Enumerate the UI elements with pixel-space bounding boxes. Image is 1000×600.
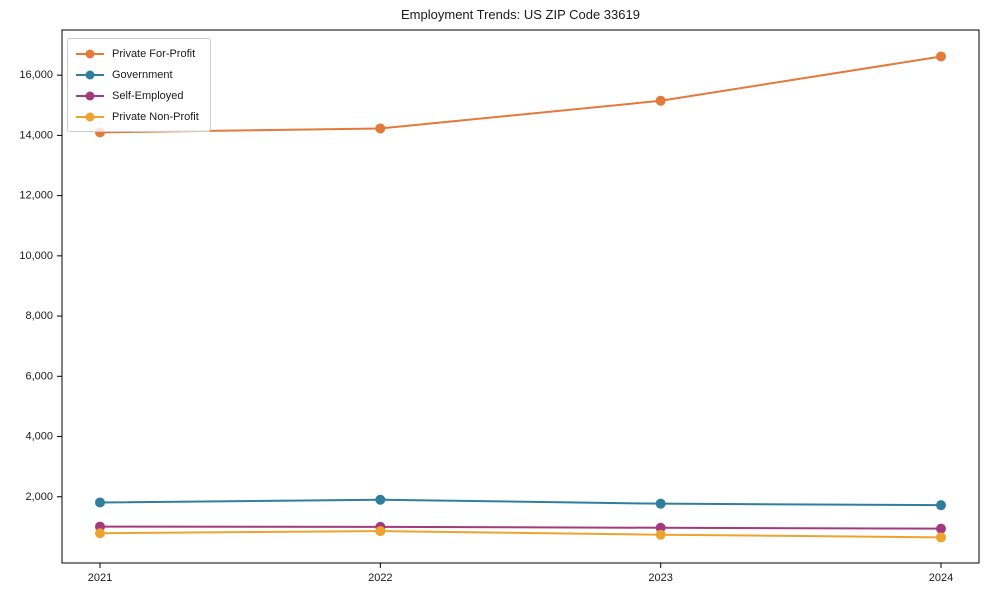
data-point-private-non-profit-2022 [375, 526, 386, 537]
y-tick-label: 16,000 [19, 69, 53, 81]
series-line-government [99, 498, 942, 507]
legend-item-private-for-profit: Private For-Profit [76, 45, 199, 62]
legend-swatch-marker [85, 49, 95, 58]
y-tick-label: 10,000 [19, 250, 53, 262]
legend-item-government: Government [76, 66, 199, 83]
y-tick-label: 12,000 [19, 190, 53, 202]
data-point-self-employed-2023 [655, 522, 666, 533]
y-tick-label: 6,000 [25, 370, 53, 382]
data-point-government-2023 [655, 498, 666, 509]
legend-swatch-private-for-profit [76, 49, 104, 58]
legend-label: Self-Employed [112, 89, 184, 102]
data-point-private-for-profit-2022 [375, 123, 386, 134]
y-tick-label: 8,000 [25, 310, 53, 322]
legend-swatch-self-employed [76, 91, 104, 100]
series-line-private-for-profit [99, 55, 942, 134]
x-tick-label: 2023 [648, 572, 672, 584]
legend-label: Government [112, 68, 173, 81]
data-point-government-2022 [375, 494, 386, 505]
y-tick-label: 14,000 [19, 129, 53, 141]
legend-item-private-non-profit: Private Non-Profit [76, 108, 199, 125]
data-point-private-for-profit-2024 [936, 51, 946, 62]
plot-border [61, 29, 980, 564]
chart-legend: Private For-Profit Government Self-Employe… [67, 38, 211, 132]
legend-swatch-marker [85, 91, 95, 100]
data-point-government-2024 [936, 500, 946, 511]
legend-swatch-private-non-profit [76, 112, 104, 121]
legend-label: Private Non-Profit [112, 110, 199, 123]
y-tick-label: 2,000 [25, 491, 53, 503]
data-point-private-non-profit-2021 [95, 528, 105, 539]
chart-title: Employment Trends: US ZIP Code 33619 [401, 7, 640, 22]
legend-swatch-marker [85, 70, 95, 79]
y-tick-label: 4,000 [25, 431, 53, 443]
series-line-self-employed [99, 525, 942, 530]
series-line-private-non-profit [99, 530, 942, 539]
data-point-private-non-profit-2023 [655, 529, 666, 540]
legend-item-self-employed: Self-Employed [76, 87, 199, 104]
data-point-private-non-profit-2024 [936, 532, 946, 543]
x-tick-label: 2021 [88, 572, 112, 584]
data-point-private-for-profit-2023 [655, 95, 666, 106]
data-point-self-employed-2024 [936, 523, 946, 534]
legend-swatch-government [76, 70, 104, 79]
x-tick-label: 2022 [368, 572, 392, 584]
legend-swatch-marker [85, 112, 95, 121]
x-tick-label: 2024 [929, 572, 953, 584]
legend-label: Private For-Profit [112, 47, 196, 60]
data-point-government-2021 [95, 497, 105, 508]
